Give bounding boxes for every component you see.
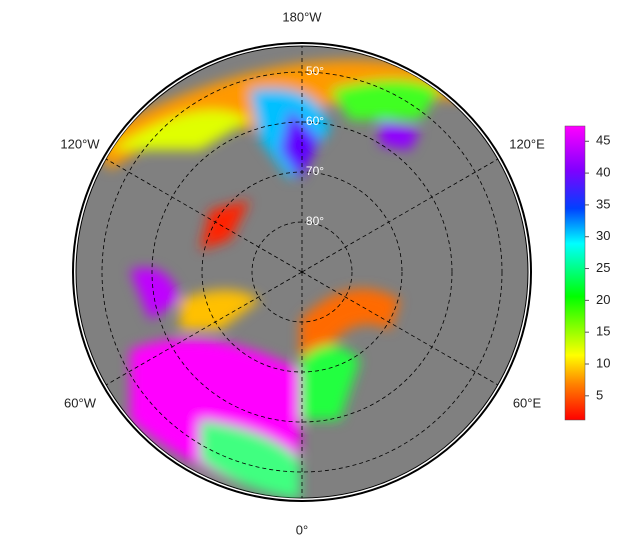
data-field <box>90 60 470 498</box>
colorbar-tick-label: 25 <box>596 260 610 275</box>
polar-map <box>72 42 532 502</box>
colorbar <box>564 125 586 421</box>
longitude-label: 120°W <box>60 136 100 151</box>
colorbar-tick-label: 5 <box>596 387 603 402</box>
colorbar-tick-label: 45 <box>596 133 610 148</box>
latitude-label: 70° <box>306 164 324 178</box>
colorbar-tick-label: 20 <box>596 292 610 307</box>
colorbar-tick-label: 35 <box>596 196 610 211</box>
colorbar-tick-label: 15 <box>596 324 610 339</box>
longitude-label: 120°E <box>509 136 545 151</box>
colorbar-tick-label: 40 <box>596 165 610 180</box>
latitude-label: 50° <box>306 64 324 78</box>
longitude-label: 60°W <box>64 395 97 410</box>
colorbar-tick-label: 30 <box>596 228 610 243</box>
longitude-label: 0° <box>296 522 308 537</box>
longitude-label: 60°E <box>513 395 542 410</box>
longitude-label: 180°W <box>282 9 322 24</box>
colorbar-tick-label: 10 <box>596 355 610 370</box>
latitude-label: 60° <box>306 114 324 128</box>
graticule <box>101 46 503 498</box>
latitude-label: 80° <box>306 214 324 228</box>
